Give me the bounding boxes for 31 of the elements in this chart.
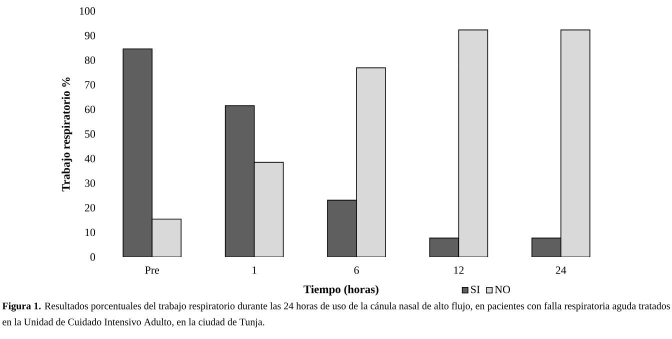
x-tick-label: 6 (354, 266, 359, 274)
legend-label: NO (494, 286, 510, 294)
y-tick-label: 10 (85, 228, 96, 236)
bar (254, 162, 284, 257)
bar (458, 30, 488, 257)
y-tick-label: 100 (80, 7, 96, 15)
x-tick-label: 24 (556, 266, 566, 274)
bar (429, 238, 460, 257)
y-tick-label: 30 (85, 179, 96, 187)
bar (532, 238, 562, 257)
y-tick-label: 80 (84, 56, 96, 64)
y-tick-label: 60 (84, 106, 96, 114)
x-tick-label: Pre (145, 266, 160, 274)
y-tick-label: 90 (84, 32, 96, 40)
y-tick-label: 70 (85, 81, 96, 89)
bar (224, 105, 255, 257)
bar (152, 218, 182, 257)
y-tick-label: 0 (90, 253, 96, 261)
y-axis-title: Trabajo respiratorio % (62, 77, 72, 192)
x-axis-title: Tiempo (horas) (304, 285, 378, 296)
bar (122, 48, 152, 257)
x-tick-label: 1 (252, 266, 256, 274)
y-tick-label: 20 (84, 204, 96, 212)
y-tick-label: 40 (84, 154, 96, 162)
bar (560, 30, 590, 257)
bar (327, 200, 357, 257)
bar (356, 67, 386, 257)
y-tick-label: 50 (85, 130, 96, 138)
legend-label: SI (471, 286, 480, 294)
x-tick-label: 12 (454, 266, 464, 274)
text: Figura 1. Resultados porcentuales del trabajo respiratorio durante las 24 horas de uso de la cánula nasal de alto flujo, en pacientes con falla respiratoria aguda tratados en la Unidad de Cuidado Intensivo Adulto, en la ciudad de Tunja. (2, 302, 670, 328)
